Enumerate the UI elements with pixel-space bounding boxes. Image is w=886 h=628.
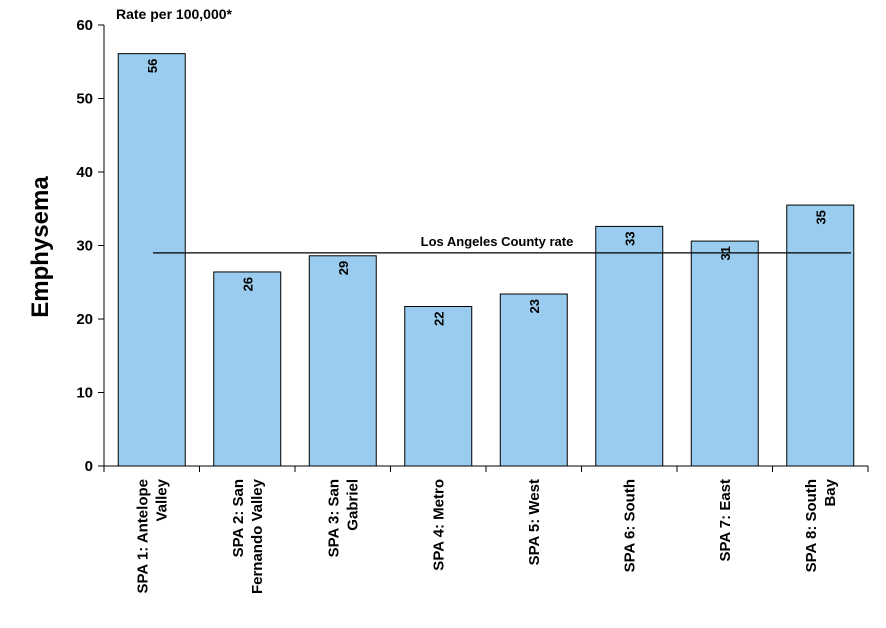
y-axis-title: Emphysema: [27, 176, 54, 318]
x-category-label: SPA 3: San: [325, 479, 342, 557]
x-category-label: Gabriel: [344, 479, 361, 531]
bar: [308, 255, 377, 467]
data-label: 23: [527, 299, 542, 313]
y-tick-label: 30: [76, 238, 93, 255]
x-category-label: SPA 5: West: [526, 479, 543, 565]
y-tick-label: 10: [76, 385, 93, 402]
x-category-label: SPA 6: South: [621, 479, 638, 572]
data-label: 26: [240, 277, 255, 291]
x-category-label: Bay: [822, 478, 839, 506]
x-category-label: SPA 7: East: [717, 479, 734, 562]
data-label: 22: [431, 312, 446, 326]
bar: [404, 306, 473, 467]
bar: [499, 293, 568, 467]
data-label: 29: [336, 261, 351, 275]
bar: [213, 271, 282, 467]
data-label: 35: [813, 210, 828, 224]
y-tick-label: 0: [85, 458, 93, 475]
reference-line-label: Los Angeles County rate: [421, 234, 574, 249]
x-category-label: SPA 1: Antelope: [134, 479, 151, 593]
x-category-label: SPA 2: San: [230, 479, 247, 557]
bar: [595, 225, 664, 467]
data-label: 33: [622, 231, 637, 245]
y-tick-label: 50: [76, 91, 93, 108]
y-tick-label: 20: [76, 311, 93, 328]
y-tick-label: 60: [76, 17, 93, 34]
y-tick-label: 40: [76, 164, 93, 181]
bar: [117, 53, 186, 467]
x-category-label: Fernando Valley: [249, 478, 266, 594]
bars: 56 SPA 1: Antelope Valley 26 SPA 2: San Ferna…: [117, 53, 855, 594]
x-category-label: Valley: [153, 478, 170, 521]
unit-label: Rate per 100,000*: [116, 6, 233, 22]
x-category-label: SPA 4: Metro: [430, 479, 447, 571]
bar: [690, 240, 759, 467]
reference-line-group: Los Angeles County rate: [153, 234, 851, 254]
x-category-label: SPA 8: South: [803, 479, 820, 572]
data-label: 56: [145, 59, 160, 73]
bar: [786, 204, 855, 467]
